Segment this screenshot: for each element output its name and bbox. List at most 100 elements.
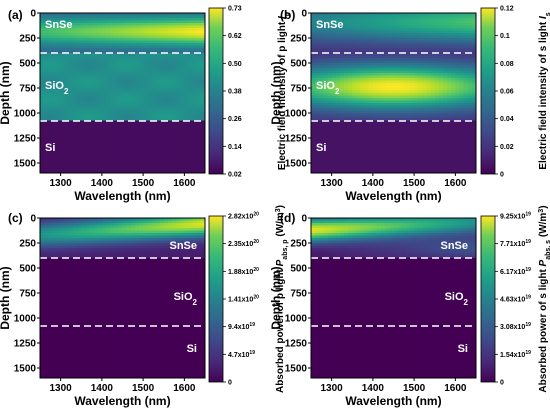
heatmap-cell <box>443 20 448 24</box>
heatmap-cell <box>447 118 452 121</box>
heatmap-cell <box>455 93 460 96</box>
heatmap-cell <box>339 85 345 89</box>
heatmap-cell <box>172 165 177 169</box>
heatmap-cell <box>426 95 432 99</box>
heatmap-cell <box>89 68 95 71</box>
heatmap-cell <box>323 100 328 104</box>
heatmap-cell <box>48 168 53 171</box>
heatmap-cell <box>60 58 66 61</box>
heatmap-cell <box>106 63 111 66</box>
heatmap-cell <box>52 35 57 39</box>
heatmap-cell <box>443 145 448 149</box>
heatmap-cell <box>200 78 206 81</box>
heatmap-cell <box>122 45 128 49</box>
heatmap-cell <box>405 73 411 76</box>
heatmap-cell <box>368 15 374 19</box>
heatmap-cell <box>418 128 423 131</box>
heatmap-cell <box>311 63 316 66</box>
heatmap-cell <box>172 50 177 54</box>
heatmap-cell <box>410 18 415 21</box>
heatmap-cell <box>77 80 82 84</box>
heatmap-cell <box>397 120 403 124</box>
heatmap-cell <box>397 165 403 169</box>
heatmap-cell <box>319 150 324 154</box>
heatmap-cell <box>401 133 407 136</box>
heatmap-cell <box>143 88 148 91</box>
heatmap-cell <box>393 35 399 39</box>
layer-label: Si <box>45 142 55 154</box>
heatmap-cell <box>368 150 374 154</box>
heatmap-cell <box>401 168 407 171</box>
heatmap-cell <box>438 65 444 69</box>
heatmap-cell <box>167 145 173 149</box>
heatmap-cell <box>327 98 333 101</box>
heatmap-cell <box>93 158 99 161</box>
heatmap-cell <box>180 153 185 156</box>
heatmap-cell <box>385 165 390 169</box>
heatmap-cell <box>126 58 132 61</box>
heatmap-cell <box>434 158 440 161</box>
heatmap-cell <box>192 148 198 151</box>
heatmap-cell <box>188 63 194 66</box>
heatmap-cell <box>335 60 341 64</box>
heatmap-cell <box>372 70 378 74</box>
heatmap-cell <box>426 88 432 91</box>
heatmap-cell <box>381 168 386 171</box>
heatmap-cell <box>147 35 152 39</box>
heatmap-cell <box>101 168 107 171</box>
heatmap-cell <box>385 113 390 116</box>
heatmap-cell <box>430 40 436 44</box>
heatmap-cell <box>167 65 173 69</box>
heatmap-cell <box>114 48 119 51</box>
heatmap-cell <box>414 48 419 51</box>
heatmap-cell <box>176 50 181 54</box>
heatmap-cell <box>339 78 345 81</box>
heatmap-cell <box>167 13 173 16</box>
heatmap-cell <box>401 15 407 19</box>
heatmap-cell <box>393 140 399 144</box>
heatmap-cell <box>184 170 189 174</box>
heatmap-cell <box>200 25 206 29</box>
heatmap-cell <box>180 100 185 104</box>
heatmap-cell <box>364 158 370 161</box>
heatmap-cell <box>196 148 202 151</box>
heatmap-cell <box>422 160 427 164</box>
heatmap-cell <box>356 55 361 59</box>
heatmap-cell <box>459 108 465 111</box>
heatmap-cell <box>184 88 189 91</box>
heatmap-cell <box>418 78 423 81</box>
heatmap-cell <box>172 95 177 99</box>
heatmap-cell <box>422 20 427 24</box>
heatmap-cell <box>434 155 440 159</box>
heatmap-cell <box>443 68 448 71</box>
heatmap-cell <box>200 95 206 99</box>
heatmap-cell <box>196 30 202 34</box>
heatmap-cell <box>372 153 378 156</box>
heatmap-cell <box>134 110 140 114</box>
heatmap-cell <box>85 153 90 156</box>
heatmap-cell <box>397 25 403 29</box>
heatmap-cell <box>60 90 66 94</box>
heatmap-cell <box>438 150 444 154</box>
heatmap-cell <box>422 98 427 101</box>
heatmap-cell <box>389 78 394 81</box>
heatmap-cell <box>172 63 177 66</box>
heatmap-cell <box>397 143 403 146</box>
heatmap-cell <box>389 138 394 141</box>
heatmap-cell <box>101 35 107 39</box>
heatmap-cell <box>147 145 152 149</box>
heatmap-cell <box>405 20 411 24</box>
heatmap-cell <box>155 20 161 24</box>
heatmap-cell <box>139 123 144 126</box>
heatmap-cell <box>68 55 74 59</box>
heatmap-cell <box>356 133 361 136</box>
heatmap-cell <box>122 58 128 61</box>
heatmap-cell <box>77 38 82 41</box>
heatmap-cell <box>463 28 469 31</box>
heatmap-cell <box>418 90 423 94</box>
heatmap-cell <box>52 60 57 64</box>
heatmap-cell <box>381 163 386 166</box>
heatmap-cell <box>155 30 161 34</box>
heatmap-cell <box>77 13 82 16</box>
heatmap-cell <box>73 63 78 66</box>
